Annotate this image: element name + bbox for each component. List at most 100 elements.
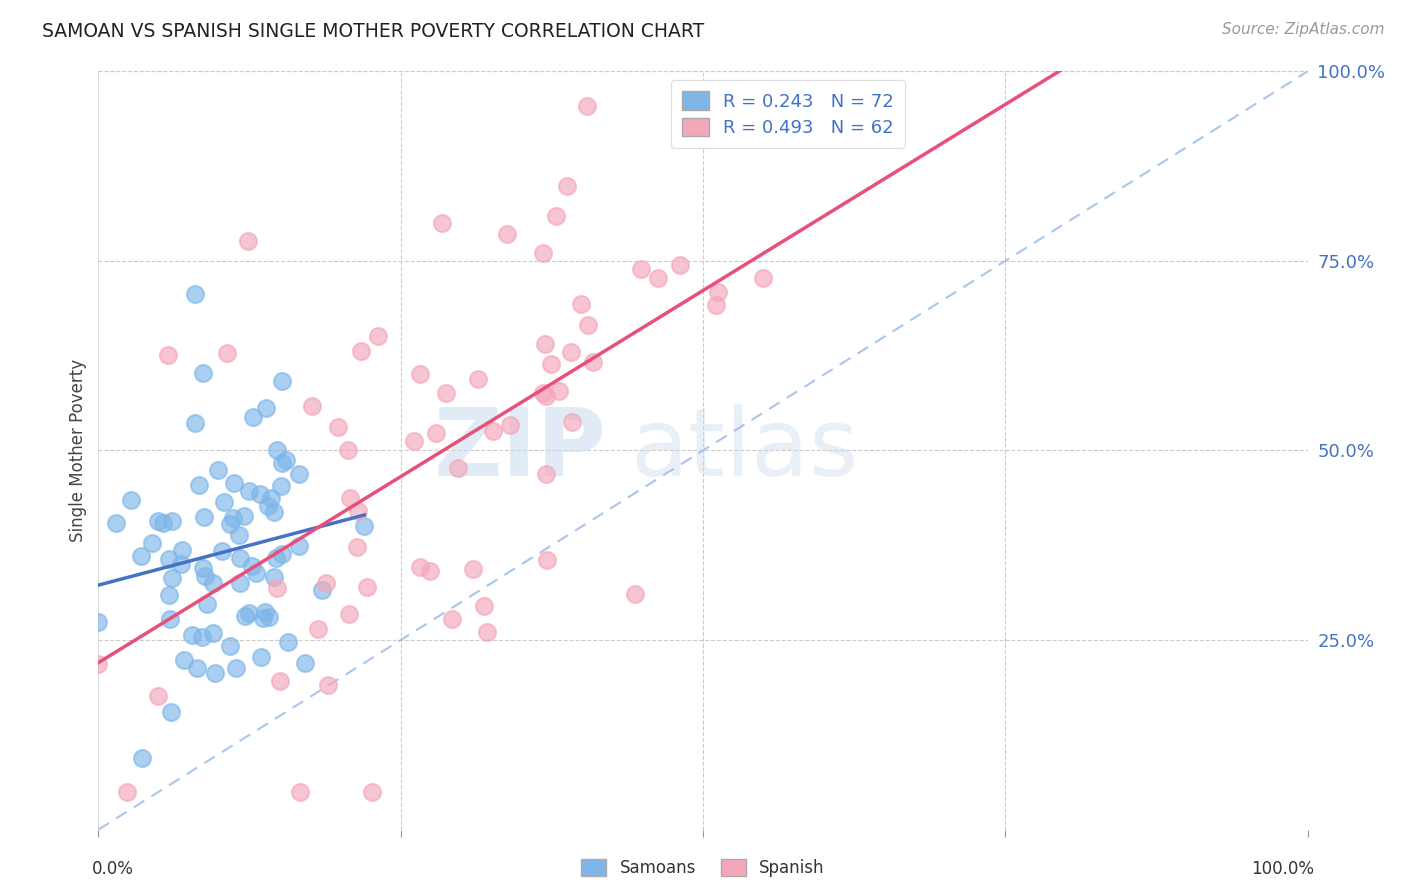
Point [148, 689, 170, 703]
Point [531, 246, 554, 260]
Point [461, 562, 484, 576]
Point [211, 544, 233, 558]
Point [260, 491, 283, 505]
Point [287, 540, 309, 554]
Point [534, 467, 557, 482]
Point [170, 557, 193, 571]
Point [152, 516, 174, 531]
Point [159, 706, 181, 720]
Legend: R = 0.243   N = 72, R = 0.493   N = 62: R = 0.243 N = 72, R = 0.493 N = 62 [671, 80, 904, 148]
Point [238, 483, 260, 498]
Point [238, 234, 260, 248]
Text: 100.0%: 100.0% [1250, 860, 1313, 878]
Point [191, 630, 214, 644]
Point [157, 552, 180, 566]
Point [561, 415, 583, 429]
Point [337, 442, 360, 457]
Point [131, 751, 153, 765]
Point [193, 510, 215, 524]
Point [229, 550, 252, 565]
Point [668, 259, 690, 273]
Point [218, 517, 240, 532]
Point [301, 399, 323, 413]
Point [238, 607, 260, 621]
Point [328, 419, 350, 434]
Point [259, 609, 281, 624]
Point [440, 612, 463, 626]
Point [222, 476, 245, 491]
Point [475, 625, 498, 640]
Point [276, 452, 298, 467]
Point [252, 611, 274, 625]
Point [204, 665, 226, 680]
Point [288, 785, 311, 799]
Point [201, 626, 224, 640]
Point [347, 504, 370, 518]
Point [129, 549, 152, 564]
Point [186, 660, 208, 674]
Point [402, 434, 425, 448]
Point [560, 344, 582, 359]
Point [157, 588, 180, 602]
Point [184, 287, 207, 301]
Point [624, 587, 647, 601]
Point [576, 99, 599, 113]
Point [194, 568, 217, 582]
Point [353, 518, 375, 533]
Point [277, 634, 299, 648]
Point [256, 499, 278, 513]
Point [307, 623, 329, 637]
Point [472, 599, 495, 613]
Point [87, 615, 110, 630]
Point [183, 416, 205, 430]
Point [630, 262, 652, 277]
Point [361, 785, 384, 799]
Point [346, 541, 368, 555]
Point [146, 514, 169, 528]
Text: ZIP: ZIP [433, 404, 606, 497]
Point [294, 657, 316, 671]
Point [266, 581, 288, 595]
Point [159, 612, 181, 626]
Point [752, 270, 775, 285]
Y-axis label: Single Mother Poverty: Single Mother Poverty [69, 359, 87, 542]
Point [120, 492, 142, 507]
Point [193, 561, 215, 575]
Text: atlas: atlas [630, 404, 859, 497]
Point [704, 298, 727, 312]
Point [647, 271, 669, 285]
Point [287, 467, 309, 481]
Point [266, 442, 288, 457]
Point [350, 343, 373, 358]
Text: Source: ZipAtlas.com: Source: ZipAtlas.com [1222, 22, 1385, 37]
Point [212, 494, 235, 508]
Point [170, 542, 193, 557]
Point [263, 505, 285, 519]
Point [271, 456, 294, 470]
Text: SAMOAN VS SPANISH SINGLE MOTHER POVERTY CORRELATION CHART: SAMOAN VS SPANISH SINGLE MOTHER POVERTY … [42, 22, 704, 41]
Point [409, 560, 432, 574]
Point [576, 318, 599, 332]
Point [582, 355, 605, 369]
Point [367, 329, 389, 343]
Point [270, 374, 292, 388]
Point [156, 348, 179, 362]
Point [215, 346, 238, 360]
Point [187, 478, 209, 492]
Point [218, 639, 240, 653]
Point [222, 511, 245, 525]
Point [555, 179, 578, 194]
Point [233, 508, 256, 523]
Point [115, 785, 138, 799]
Point [225, 660, 247, 674]
Point [181, 628, 204, 642]
Point [467, 372, 489, 386]
Point [482, 424, 505, 438]
Point [540, 357, 562, 371]
Point [408, 367, 430, 381]
Point [546, 209, 568, 223]
Point [548, 384, 571, 398]
Point [249, 487, 271, 501]
Point [496, 227, 519, 242]
Point [207, 463, 229, 477]
